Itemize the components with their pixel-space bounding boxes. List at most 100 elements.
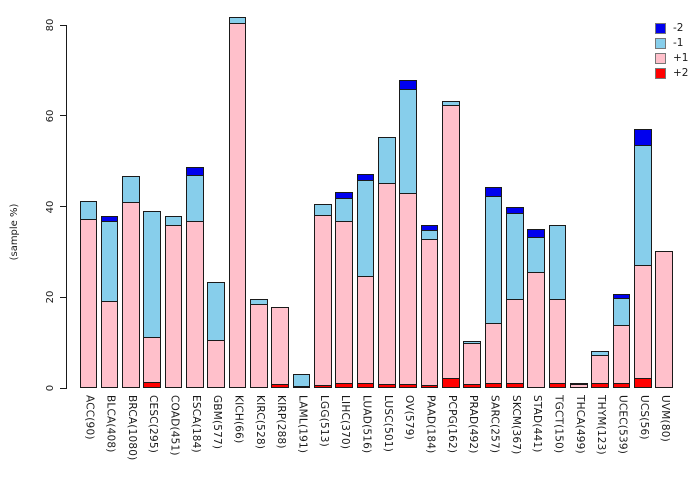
bar-segment--1 xyxy=(314,204,332,217)
x-tick-label: UCS(56) xyxy=(637,395,650,440)
bar-segment--1 xyxy=(100,221,119,303)
bar-segment--2 xyxy=(612,294,631,300)
x-tick-label: STAD(441) xyxy=(531,395,544,453)
y-tick-label: 0 xyxy=(44,384,56,392)
bar-segment--2 xyxy=(634,128,652,146)
bar-BLCA xyxy=(100,215,119,388)
legend: -2 -1 +1 +2 xyxy=(655,22,688,79)
bar-segment-+2 xyxy=(143,383,161,388)
bar-TGCT xyxy=(548,224,567,388)
bar-segment-+1 xyxy=(548,300,567,385)
bar-segment--1 xyxy=(79,200,97,221)
bar-segment-+1 xyxy=(484,324,503,385)
bar-GBM xyxy=(207,282,225,388)
bar-segment-+2 xyxy=(442,378,460,388)
bar-segment-+1 xyxy=(399,194,417,386)
bar-segment-+1 xyxy=(228,23,247,388)
bar-segment-+2 xyxy=(420,385,439,388)
bar-segment--2 xyxy=(100,215,119,222)
bar-segment-+1 xyxy=(314,216,332,387)
bar-segment-+1 xyxy=(378,184,396,385)
legend-label: +2 xyxy=(673,66,689,79)
bar-segment-+1 xyxy=(463,344,481,385)
bar-segment-+1 xyxy=(591,356,609,385)
bar-segment--1 xyxy=(186,175,204,223)
bar-segment-+2 xyxy=(612,384,631,388)
bar-THYM xyxy=(591,350,609,388)
bar-segment-+2 xyxy=(634,378,652,388)
legend-item: +1 xyxy=(655,52,688,64)
x-tick-label: UCEC(539) xyxy=(616,395,629,455)
bar-segment-+2 xyxy=(484,384,503,388)
x-tick-label: PCPG(162) xyxy=(445,395,458,454)
bar-THCA xyxy=(570,382,588,388)
bar-KIRC xyxy=(250,298,268,388)
bar-segment--1 xyxy=(207,282,225,342)
bar-segment--1 xyxy=(506,214,524,300)
bar-segment--2 xyxy=(356,174,375,181)
bar-PRAD xyxy=(463,340,481,388)
x-tick-label: LAML(191) xyxy=(296,395,309,454)
bar-segment--2 xyxy=(484,187,503,197)
bar-ESCA xyxy=(186,166,204,388)
x-tick-label: PRAD(492) xyxy=(467,395,480,454)
x-tick-label: CESC(295) xyxy=(147,395,160,453)
bar-segment-+1 xyxy=(442,106,460,379)
bar-segment-+1 xyxy=(527,273,545,388)
bar-segment--1 xyxy=(250,298,268,305)
bar-segment--1 xyxy=(591,350,609,357)
bar-segment--1 xyxy=(420,230,439,240)
bar-segment--2 xyxy=(335,192,353,200)
bar-segment-+1 xyxy=(164,225,183,388)
bar-PAAD xyxy=(420,224,439,388)
x-tick-label: KICH(66) xyxy=(232,395,245,444)
bar-segment--1 xyxy=(634,145,652,266)
bar-PCPG xyxy=(442,101,460,388)
y-tick xyxy=(60,387,66,389)
legend-swatch xyxy=(655,67,666,79)
x-tick-label: LGG(513) xyxy=(317,395,330,447)
bar-segment--2 xyxy=(506,207,524,215)
y-tick-label: 40 xyxy=(44,200,56,213)
bar-segment-+1 xyxy=(335,221,353,385)
x-tick-label: LUAD(516) xyxy=(360,395,373,454)
bar-segment--1 xyxy=(612,299,631,326)
legend-swatch xyxy=(655,37,666,49)
y-tick xyxy=(60,24,66,26)
legend-item: +2 xyxy=(655,67,688,79)
bar-segment-+2 xyxy=(335,384,353,388)
bar-segment--1 xyxy=(548,224,567,301)
legend-swatch xyxy=(655,52,666,64)
bar-segment--1 xyxy=(335,199,353,222)
bar-segment--2 xyxy=(527,229,545,239)
bar-CESC xyxy=(143,211,161,388)
bar-segment-+1 xyxy=(186,222,204,388)
bar-OV xyxy=(399,80,417,388)
bar-SARC xyxy=(484,187,503,388)
bar-segment--1 xyxy=(442,101,460,107)
bar-LAML xyxy=(292,373,311,388)
bar-STAD xyxy=(527,229,545,388)
bar-segment-+1 xyxy=(356,276,375,385)
x-tick-label: GBM(577) xyxy=(211,395,224,450)
bar-segment--2 xyxy=(399,80,417,90)
bar-segment--1 xyxy=(527,238,545,274)
y-tick xyxy=(60,206,66,207)
bar-segment-+1 xyxy=(570,384,588,388)
bar-LGG xyxy=(314,204,332,388)
bar-segment--2 xyxy=(186,166,204,176)
bar-LUSC xyxy=(378,136,396,388)
legend-label: -1 xyxy=(673,36,684,49)
bar-BRCA xyxy=(122,175,140,388)
x-tick-label: BRCA(1080) xyxy=(125,395,138,461)
y-tick-label: 60 xyxy=(44,109,56,123)
bar-segment-+1 xyxy=(143,337,161,384)
bar-UCEC xyxy=(612,294,631,388)
x-tick-label: THCA(499) xyxy=(573,395,586,454)
bar-segment-+2 xyxy=(378,384,396,388)
x-tick-label: TGCT(150) xyxy=(552,395,565,454)
bar-SKCM xyxy=(506,207,524,388)
y-tick-label: 20 xyxy=(44,290,56,304)
bar-segment-+1 xyxy=(655,250,673,388)
